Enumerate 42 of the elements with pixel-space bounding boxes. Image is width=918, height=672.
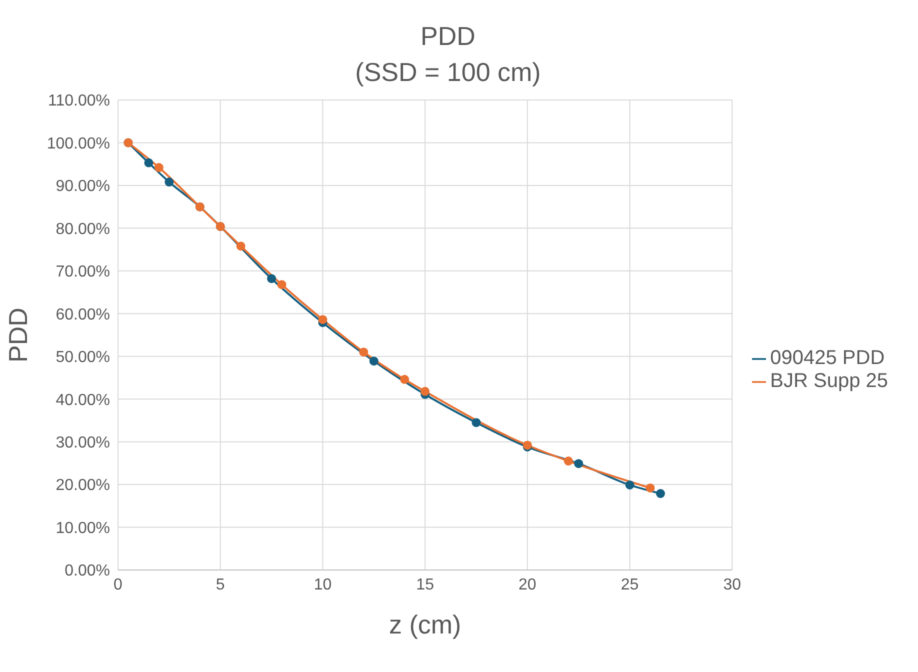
point: [656, 489, 665, 498]
y-tick-label: 70.00%: [56, 264, 110, 281]
y-tick-label: 60.00%: [56, 306, 110, 324]
point: [564, 456, 573, 466]
x-tick-label: 25: [620, 576, 639, 594]
y-tick-label: 90.00%: [56, 178, 110, 196]
legend-label: BJR Supp 25: [770, 370, 888, 392]
x-tick-label: 30: [723, 576, 742, 594]
x-tick-label: 10: [314, 576, 332, 594]
point: [420, 386, 430, 396]
y-tick-label: 110.00%: [48, 92, 110, 110]
point: [154, 163, 164, 172]
point: [144, 158, 154, 168]
legend-label: 090425 PDD: [770, 347, 885, 369]
point: [625, 480, 634, 490]
point: [400, 374, 410, 384]
y-tick-label: 0.00%: [64, 562, 110, 580]
y-axis-title: PDD: [3, 308, 34, 362]
point: [646, 483, 655, 492]
point: [318, 315, 328, 324]
y-tick-label: 80.00%: [56, 220, 110, 238]
y-tick-label: 20.00%: [56, 477, 110, 494]
point: [574, 459, 584, 468]
point: [369, 356, 378, 366]
x-tick-label: 15: [416, 576, 434, 594]
x-tick-label: 20: [518, 576, 536, 594]
y-tick-label: 40.00%: [56, 392, 110, 409]
chart-subtitle: (SSD = 100 cm): [354, 56, 542, 89]
y-tick-label: 100.00%: [46, 135, 110, 152]
y-tick-label: 30.00%: [56, 434, 110, 452]
x-tick-label: 0: [114, 576, 123, 594]
point: [359, 348, 368, 357]
point: [277, 280, 286, 290]
y-tick-label: 10.00%: [56, 520, 110, 537]
point: [267, 274, 276, 284]
point: [164, 178, 174, 187]
y-tick-label: 50.00%: [56, 349, 110, 366]
point: [472, 418, 481, 428]
x-axis-title: z (cm): [388, 609, 462, 640]
x-tick-label: 5: [216, 576, 225, 594]
point: [236, 242, 246, 251]
chart-title: PDD: [420, 20, 476, 53]
